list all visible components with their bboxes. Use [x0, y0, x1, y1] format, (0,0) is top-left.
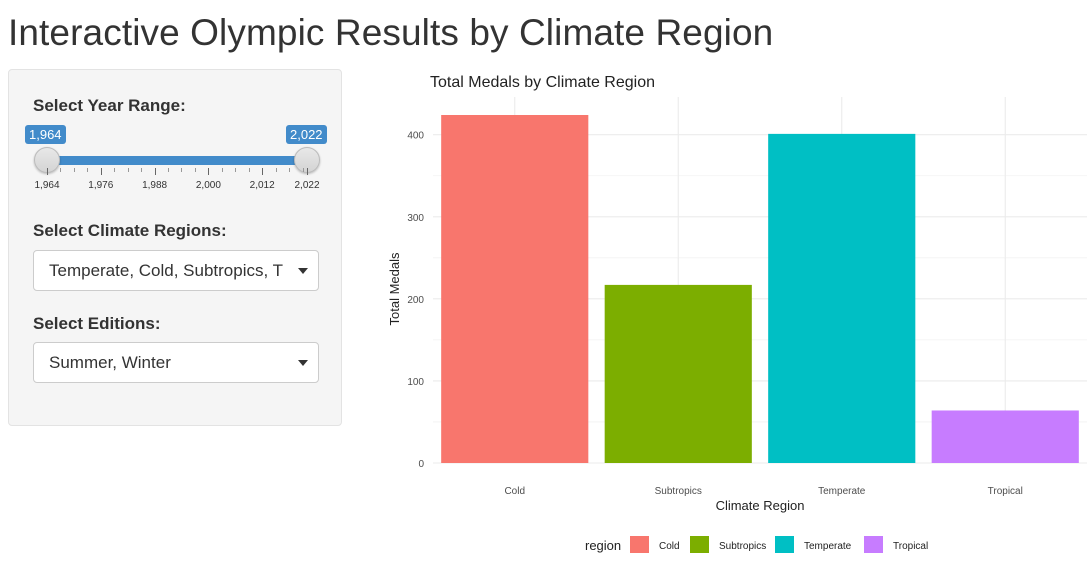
slider-tick-label: 1,976 — [88, 180, 114, 191]
bar-subtropics — [604, 284, 752, 463]
editions-label: Select Editions: — [33, 314, 161, 333]
slider-minor-tick — [235, 168, 237, 172]
climate-regions-label: Select Climate Regions: — [33, 221, 227, 240]
slider-minor-tick — [87, 168, 89, 172]
legend-title: region — [585, 538, 621, 553]
slider-minor-tick — [73, 168, 75, 172]
slider-major-tick — [47, 168, 48, 175]
climate-regions-value: Temperate, Cold, Subtropics, T — [49, 261, 284, 280]
slider-minor-tick — [248, 168, 250, 172]
legend-label: Cold — [659, 541, 680, 552]
sidebar-panel: Select Year Range: 1,964 2,022 1,964 1,97… — [8, 69, 342, 426]
y-tick-label: 100 — [407, 377, 424, 388]
bar-temperate — [768, 133, 916, 463]
slider-major-tick — [154, 168, 156, 175]
slider-minor-tick — [127, 168, 129, 172]
slider-minor-tick — [168, 168, 170, 172]
slider-minor-tick — [275, 168, 277, 172]
slider-minor-tick — [194, 168, 196, 172]
slider-tick-label: 1,988 — [142, 180, 168, 191]
medals-chart: Total Medals by Climate Region 0 100 200 300… — [375, 68, 1091, 582]
legend-key-subtropics — [690, 536, 709, 553]
editions-value: Summer, Winter — [49, 353, 171, 372]
year-range-label: Select Year Range: — [33, 96, 186, 115]
year-from-bubble: 1,964 — [25, 125, 66, 144]
editions-select[interactable]: Summer, Winter — [33, 342, 319, 383]
slider-minor-tick — [289, 168, 291, 172]
bar-tropical — [931, 410, 1079, 463]
slider-major-tick — [262, 168, 264, 175]
year-to-bubble: 2,022 — [286, 125, 327, 144]
slider-major-tick — [100, 168, 102, 175]
x-tick-label: Cold — [504, 486, 525, 497]
slider-minor-tick — [114, 168, 116, 172]
y-axis-title: Total Medals — [387, 252, 402, 325]
climate-regions-select[interactable]: Temperate, Cold, Subtropics, T — [33, 250, 319, 291]
legend-key-temperate — [775, 536, 794, 553]
slider-minor-tick — [60, 168, 62, 172]
chevron-down-icon — [298, 360, 308, 366]
slider-major-tick — [307, 168, 308, 175]
page-title: Interactive Olympic Results by Climate R… — [8, 12, 774, 53]
slider-tick-label: 1,964 — [34, 180, 60, 191]
slider-minor-tick — [141, 168, 143, 172]
legend-label: Tropical — [893, 541, 928, 552]
bar-cold — [441, 115, 589, 463]
y-tick-label: 200 — [407, 295, 424, 306]
y-tick-label: 400 — [407, 131, 424, 142]
slider-minor-tick — [302, 168, 304, 172]
chart-title: Total Medals by Climate Region — [430, 74, 655, 91]
slider-tick-label: 2,000 — [195, 180, 221, 191]
x-tick-label: Subtropics — [655, 486, 702, 497]
slider-minor-tick — [221, 168, 223, 172]
x-axis-title: Climate Region — [716, 498, 805, 513]
slider-minor-tick — [181, 168, 183, 172]
y-tick-label: 0 — [418, 459, 424, 470]
x-tick-label: Tropical — [988, 486, 1023, 497]
legend-label: Temperate — [804, 541, 852, 552]
chevron-down-icon — [298, 268, 308, 274]
chart-svg: Total Medals by Climate Region 0 100 200 300… — [387, 74, 1087, 553]
legend-key-tropical — [864, 536, 883, 553]
slider-ticks: 1,964 1,976 1,988 2,000 2,012 2,022 — [29, 168, 329, 198]
slider-track[interactable] — [47, 156, 307, 165]
legend-key-cold — [630, 536, 649, 553]
legend-label: Subtropics — [719, 541, 766, 552]
x-tick-label: Temperate — [818, 486, 866, 497]
slider-tick-label: 2,012 — [249, 180, 275, 191]
y-tick-label: 300 — [407, 213, 424, 224]
slider-major-tick — [208, 168, 210, 175]
slider-tick-label: 2,022 — [294, 180, 320, 191]
year-range-slider[interactable]: 1,964 2,022 1,964 1,976 1,988 2,000 2,012 2,0… — [25, 120, 329, 200]
